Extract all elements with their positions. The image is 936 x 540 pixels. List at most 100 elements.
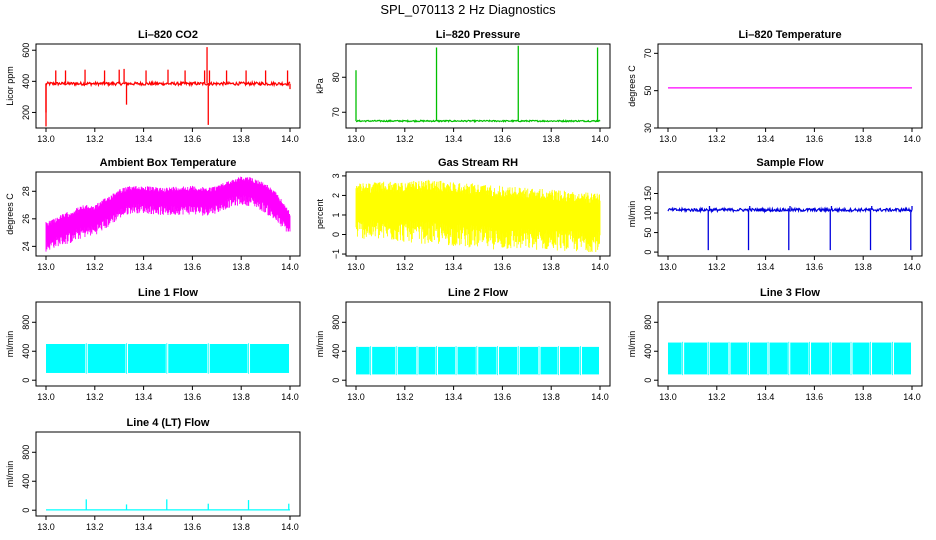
y-tick-label: 0 — [331, 378, 341, 383]
y-tick-label: 50 — [643, 86, 653, 96]
flow-segment — [209, 344, 248, 373]
flow-segment — [668, 342, 682, 375]
plot-area-rh — [355, 179, 601, 253]
x-tick-label: 13.0 — [347, 262, 365, 272]
plot-area-line2 — [356, 346, 599, 376]
panel-title-line3: Line 3 Flow — [760, 287, 820, 299]
y-tick-label: −1 — [331, 249, 341, 259]
x-tick-label: 13.8 — [542, 392, 560, 402]
plot-frame-ambient — [35, 171, 301, 257]
plot-frame-line4 — [35, 431, 301, 517]
y-tick-label: 26 — [21, 214, 31, 224]
x-tick-label: 13.2 — [86, 522, 104, 532]
y-tick-label: 80 — [331, 72, 341, 82]
x-tick-label: 14.0 — [591, 392, 609, 402]
plot-frame-temp — [657, 43, 923, 129]
x-tick-label: 13.6 — [806, 262, 824, 272]
y-tick-label: 800 — [331, 315, 341, 330]
x-tick-label: 13.2 — [86, 392, 104, 402]
x-tick-label: 14.0 — [281, 134, 299, 144]
chart-panel-rh: Gas Stream RH 13.0 13.2 13.4 13.6 13.8 14.0 −1 0… — [315, 157, 611, 272]
x-tick-label: 14.0 — [903, 134, 921, 144]
x-tick-label: 13.8 — [542, 134, 560, 144]
x-tick-label: 13.0 — [659, 262, 677, 272]
x-tick-label: 14.0 — [903, 392, 921, 402]
y-tick-label: 1 — [331, 212, 341, 217]
flow-segment — [540, 346, 558, 375]
flow-segment — [750, 342, 768, 375]
flow-segment — [684, 342, 708, 375]
x-tick-label: 13.0 — [659, 392, 677, 402]
chart-panel-pressure: Li–820 Pressure 13.0 13.2 13.4 13.6 13.8 14.0 7… — [315, 29, 611, 144]
x-tick-label: 13.2 — [86, 262, 104, 272]
flow-segment — [168, 344, 208, 373]
x-tick-label: 14.0 — [281, 392, 299, 402]
flow-segment — [46, 344, 86, 373]
y-tick-label: 400 — [21, 344, 31, 359]
x-tick-label: 13.4 — [135, 134, 153, 144]
flow-segment — [790, 342, 809, 375]
y-axis-label-co2: Licor ppm — [5, 66, 15, 106]
plot-area-line4 — [46, 499, 290, 511]
y-axis-label-line4: ml/min — [5, 461, 15, 488]
y-tick-label: 0 — [643, 378, 653, 383]
plot-area-co2 — [45, 47, 291, 127]
x-tick-label: 13.6 — [184, 392, 202, 402]
x-tick-label: 13.8 — [232, 134, 250, 144]
x-tick-label: 13.4 — [135, 522, 153, 532]
y-tick-label: 0 — [21, 508, 31, 513]
x-tick-label: 13.4 — [445, 134, 463, 144]
chart-panel-temp: Li–820 Temperature 13.0 13.2 13.4 13.6 13.8 14… — [627, 29, 923, 144]
panel-title-line2: Line 2 Flow — [448, 287, 508, 299]
flow-segment — [811, 342, 830, 375]
chart-panel-co2: Li–820 CO2 13.0 13.2 13.4 13.6 13.8 14.0 200 400… — [5, 29, 301, 144]
y-tick-label: 0 — [643, 250, 653, 255]
plot-area-ambient — [45, 176, 291, 252]
y-tick-label: 70 — [643, 48, 653, 58]
x-tick-label: 13.0 — [347, 134, 365, 144]
x-tick-label: 13.8 — [232, 392, 250, 402]
flow-segment — [438, 346, 456, 375]
plot-area-pressure — [355, 45, 601, 124]
x-tick-label: 13.2 — [708, 134, 726, 144]
flow-segment — [457, 346, 476, 375]
panel-title-sample: Sample Flow — [756, 157, 824, 169]
x-tick-label: 13.4 — [135, 392, 153, 402]
x-tick-label: 13.4 — [445, 262, 463, 272]
x-tick-label: 13.4 — [135, 262, 153, 272]
y-axis-label-line2: ml/min — [315, 331, 325, 358]
panel-title-co2: Li–820 CO2 — [138, 29, 198, 41]
x-tick-label: 13.4 — [757, 392, 775, 402]
x-tick-label: 13.6 — [184, 262, 202, 272]
x-tick-label: 14.0 — [281, 262, 299, 272]
flow-segment — [478, 346, 497, 375]
chart-panel-line2: Line 2 Flow 13.0 13.2 13.4 13.6 13.8 14.0 0 400 8… — [315, 287, 611, 402]
y-tick-label: 400 — [643, 344, 653, 359]
flow-segment — [581, 346, 599, 375]
y-tick-label: 24 — [21, 241, 31, 251]
x-tick-label: 13.0 — [37, 262, 55, 272]
y-axis-label-ambient: degrees C — [5, 193, 15, 235]
y-tick-label: 400 — [21, 474, 31, 489]
flow-segment — [250, 344, 289, 373]
y-tick-label: 800 — [21, 315, 31, 330]
x-tick-label: 13.2 — [396, 392, 414, 402]
y-tick-label: 100 — [643, 206, 653, 221]
plot-frame-co2 — [35, 43, 301, 129]
x-tick-label: 13.2 — [86, 134, 104, 144]
chart-panel-sample: Sample Flow 13.0 13.2 13.4 13.6 13.8 14.0 0 50 10… — [627, 157, 923, 272]
x-tick-label: 13.2 — [708, 392, 726, 402]
x-tick-label: 13.0 — [347, 392, 365, 402]
panel-title-ambient: Ambient Box Temperature — [100, 157, 237, 169]
panel-title-line4: Line 4 (LT) Flow — [127, 417, 210, 429]
series-ambient — [45, 176, 291, 252]
x-tick-label: 13.4 — [757, 262, 775, 272]
x-tick-label: 13.0 — [37, 134, 55, 144]
y-tick-label: 800 — [643, 315, 653, 330]
y-tick-label: 2 — [331, 193, 341, 198]
panel-title-line1: Line 1 Flow — [138, 287, 198, 299]
x-tick-label: 13.8 — [854, 392, 872, 402]
flow-segment — [87, 344, 126, 373]
y-tick-label: 0 — [21, 378, 31, 383]
flow-segment — [128, 344, 166, 373]
